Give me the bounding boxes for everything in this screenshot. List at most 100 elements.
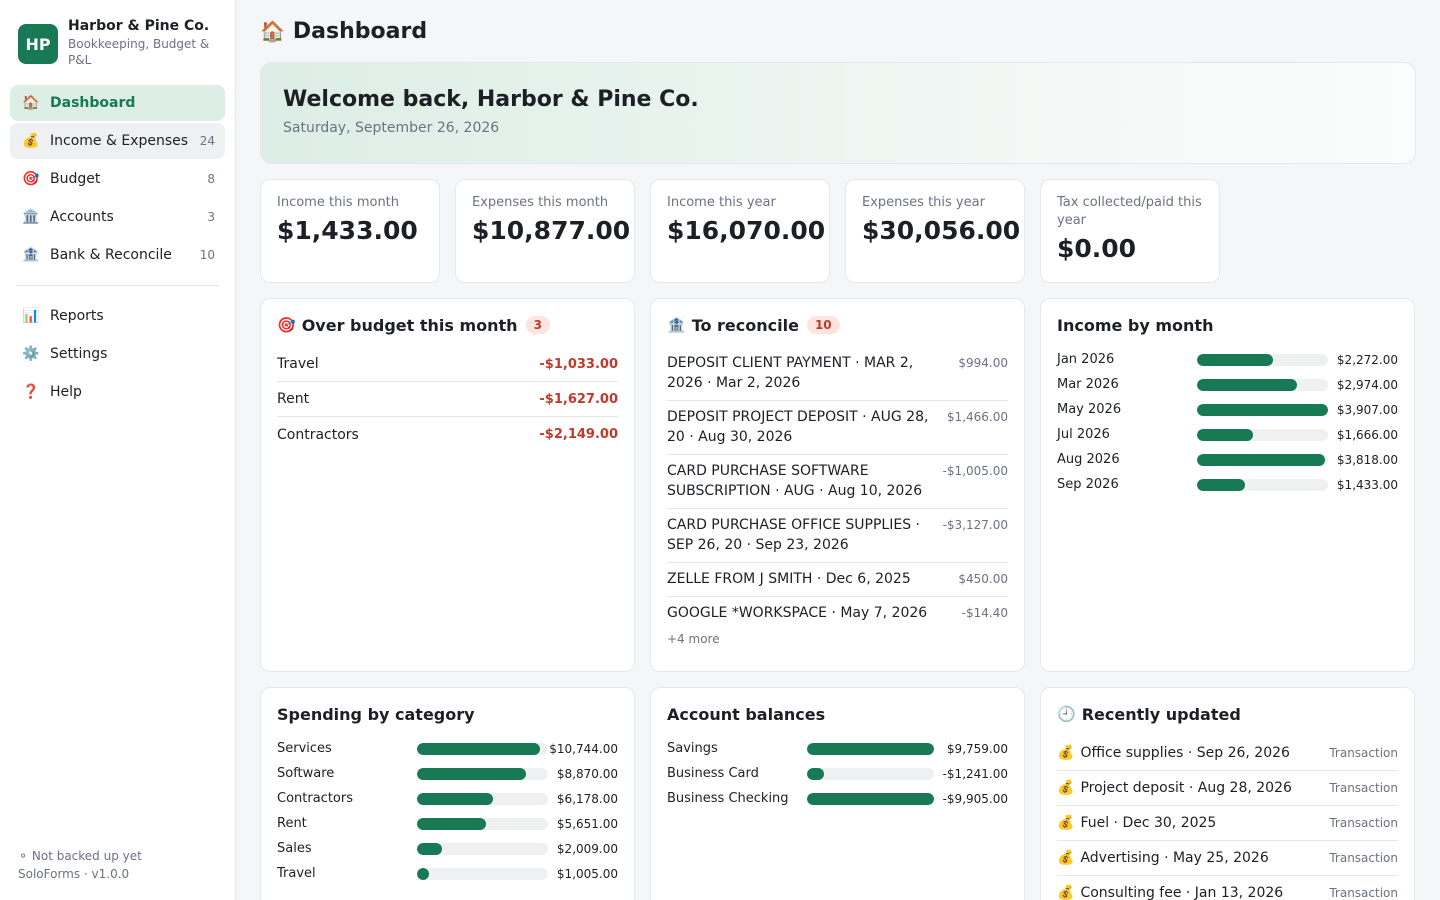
sidebar-item-reports[interactable]: 📊 Reports (10, 298, 225, 334)
category-label: Contractors (277, 426, 359, 443)
stat-label: Tax collected/paid this year (1057, 195, 1202, 228)
list-item[interactable]: ZELLE FROM J SMITH · Dec 6, 2025 $450.00 (667, 563, 1008, 597)
list-item[interactable]: DEPOSIT PROJECT DEPOSIT · AUG 28, 20 · A… (667, 401, 1008, 455)
transaction-description: DEPOSIT CLIENT PAYMENT · MAR 2, 2026 · M… (667, 355, 914, 391)
bar-track (417, 817, 548, 830)
recent-item-type: Transaction (1329, 746, 1398, 760)
income-by-month-card: Income by month Jan 2026 $2,272.00 Mar 202… (1040, 298, 1415, 672)
transaction-amount: -$1,005.00 (942, 464, 1008, 478)
list-item[interactable]: 💰 Consulting fee · Jan 13, 2026 Transacti… (1057, 876, 1398, 900)
welcome-banner: Welcome back, Harbor & Pine Co. Saturday… (260, 62, 1416, 164)
sidebar-item-help[interactable]: ❓ Help (10, 374, 225, 410)
bar-value: $9,759.00 (946, 741, 1008, 756)
sidebar-item-income-expenses[interactable]: 💰 Income & Expenses 24 (10, 123, 225, 159)
bar-row: Sep 2026 $1,433.00 (1057, 472, 1398, 497)
balances-card: Account balances Savings $9,759.00 Busines… (650, 687, 1025, 900)
sidebar-item-dashboard[interactable]: 🏠 Dashboard (10, 85, 225, 121)
bar-label: Contractors (277, 791, 353, 806)
bank-icon: 🏦 (22, 247, 40, 263)
home-icon: 🏠 (260, 19, 285, 43)
bar-chart-icon: 📊 (22, 308, 40, 324)
stat-value: $16,070.00 (667, 216, 826, 245)
reconcile-card: 🏦 To reconcile 10 DEPOSIT CLIENT PAYMENT… (650, 298, 1025, 672)
stat-value: $1,433.00 (277, 216, 418, 245)
bar-track (1197, 478, 1328, 491)
brand-name: Harbor & Pine Co. (68, 18, 210, 34)
balances-list: Savings $9,759.00 Business Card -$1,241.00 B… (667, 736, 1008, 811)
list-item[interactable]: GOOGLE *WORKSPACE · May 7, 2026 -$14.40 (667, 597, 1008, 630)
category-label: Travel (277, 356, 319, 372)
reconcile-title: To reconcile (691, 315, 799, 335)
sidebar-item-count: 10 (199, 248, 215, 262)
bar-row: Business Checking -$9,905.00 (667, 786, 1008, 811)
page-title: Dashboard (292, 18, 428, 44)
transaction-amount: -$14.40 (961, 606, 1008, 620)
bar-value: $1,666.00 (1336, 427, 1398, 442)
bar-label: Software (277, 766, 335, 781)
brand-logo: HP (18, 24, 58, 64)
money-bag-icon: 💰 (1057, 745, 1075, 761)
income-by-month-list: Jan 2026 $2,272.00 Mar 2026 $2,974.00 May 20… (1057, 347, 1398, 497)
bar-value: -$9,905.00 (942, 791, 1008, 806)
bar-value: -$1,241.00 (942, 766, 1008, 781)
list-item[interactable]: DEPOSIT CLIENT PAYMENT · MAR 2, 2026 · M… (667, 347, 1008, 401)
list-item[interactable]: 💰 Advertising · May 25, 2026 Transaction (1057, 841, 1398, 876)
bar-value: $1,433.00 (1336, 477, 1398, 492)
bar-row: Software $8,870.00 (277, 761, 618, 786)
bar-label: Jul 2026 (1057, 427, 1110, 442)
target-icon: 🎯 (277, 316, 296, 334)
bar-label: Business Card (667, 766, 759, 781)
sidebar-item-label: Settings (50, 346, 108, 362)
bar-fill (417, 817, 487, 830)
income-by-month-title: Income by month (1057, 315, 1214, 335)
sidebar-item-label: Budget (50, 171, 101, 187)
bar-value: $1,005.00 (556, 866, 618, 881)
bar-track (1197, 428, 1328, 441)
list-item[interactable]: 💰 Office supplies · Sep 26, 2026 Transact… (1057, 736, 1398, 771)
bar-fill (417, 767, 526, 780)
bar-label: Travel (277, 866, 316, 881)
bar-fill (1197, 428, 1254, 441)
list-item[interactable]: Contractors -$2,149.00 (277, 417, 618, 452)
bar-fill (417, 742, 541, 755)
list-item[interactable]: CARD PURCHASE OFFICE SUPPLIES · SEP 26, … (667, 509, 1008, 563)
brand: HP Harbor & Pine Co. Bookkeeping, Budget… (0, 0, 235, 68)
list-item[interactable]: Travel -$1,033.00 (277, 347, 618, 382)
balances-title: Account balances (667, 704, 826, 724)
money-bag-icon: 💰 (22, 133, 40, 149)
bar-value: $5,651.00 (556, 816, 618, 831)
list-item[interactable]: 💰 Project deposit · Aug 28, 2026 Transact… (1057, 771, 1398, 806)
bar-row: Mar 2026 $2,974.00 (1057, 372, 1398, 397)
bar-fill (1197, 378, 1297, 391)
over-amount: -$1,033.00 (539, 356, 618, 372)
stat-label: Expenses this year (862, 195, 985, 210)
recent-item-type: Transaction (1329, 851, 1398, 865)
bar-value: $10,744.00 (549, 741, 618, 756)
bar-label: Sep 2026 (1057, 477, 1119, 492)
bar-label: Rent (277, 816, 307, 831)
transaction-description: CARD PURCHASE OFFICE SUPPLIES · SEP 26, … (667, 517, 920, 553)
sidebar-item-accounts[interactable]: 🏛️ Accounts 3 (10, 199, 225, 235)
transaction-description: GOOGLE *WORKSPACE · May 7, 2026 (667, 605, 928, 621)
list-item[interactable]: Rent -$1,627.00 (277, 382, 618, 417)
main-content: 🏠 Dashboard Welcome back, Harbor & Pine … (236, 0, 1440, 900)
sidebar-item-bank-reconcile[interactable]: 🏦 Bank & Reconcile 10 (10, 237, 225, 273)
more-link[interactable]: +4 more (667, 632, 720, 646)
sidebar-item-settings[interactable]: ⚙️ Settings (10, 336, 225, 372)
bar-fill (807, 767, 824, 780)
stat-value: $10,877.00 (472, 216, 631, 245)
recent-item-text: Project deposit · Aug 28, 2026 (1080, 780, 1292, 796)
question-icon: ❓ (22, 384, 40, 400)
bar-track (417, 792, 548, 805)
bar-row: Savings $9,759.00 (667, 736, 1008, 761)
bar-track (417, 767, 548, 780)
bar-value: $6,178.00 (556, 791, 618, 806)
bar-track (1197, 378, 1328, 391)
stat-income-year: Income this year $16,070.00 (650, 179, 830, 283)
sidebar-item-budget[interactable]: 🎯 Budget 8 (10, 161, 225, 197)
bar-fill (417, 792, 493, 805)
list-item[interactable]: CARD PURCHASE SOFTWARE SUBSCRIPTION · AU… (667, 455, 1008, 509)
transaction-description: CARD PURCHASE SOFTWARE SUBSCRIPTION · AU… (667, 463, 923, 499)
list-item[interactable]: 💰 Fuel · Dec 30, 2025 Transaction (1057, 806, 1398, 841)
bar-value: $2,974.00 (1336, 377, 1398, 392)
